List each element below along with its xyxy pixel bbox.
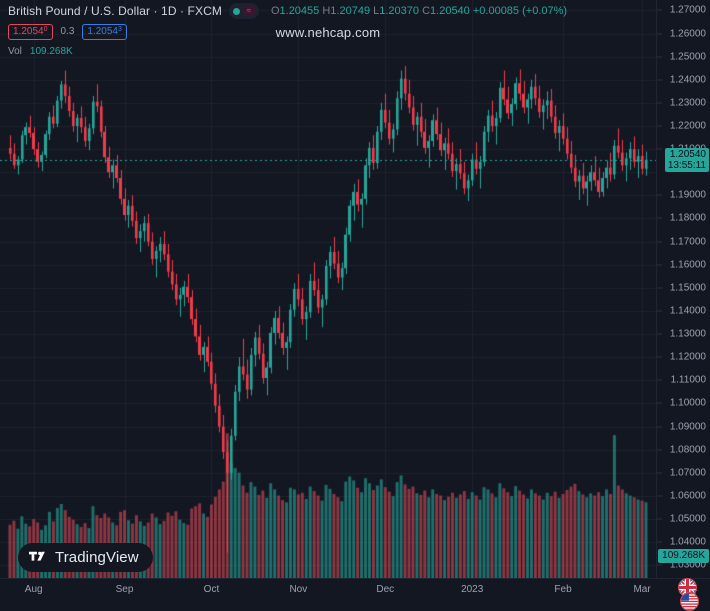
price-axis-label: 1.08000 — [669, 444, 706, 456]
price-axis-tick — [657, 102, 662, 104]
price-axis-tick — [657, 541, 662, 543]
time-axis-label: Oct — [203, 584, 220, 595]
tradingview-logo-text: TradingView — [55, 549, 139, 566]
price-axis-label: 1.23000 — [669, 97, 706, 109]
price-axis-label: 1.06000 — [669, 490, 706, 502]
volume-axis-tag: 109.268K — [658, 549, 709, 563]
time-axis-label: Nov — [289, 584, 308, 595]
price-axis-tick — [657, 564, 662, 566]
price-axis-label: 1.04000 — [669, 536, 706, 548]
tradingview-mark-icon — [29, 551, 45, 561]
price-axis-tick — [657, 287, 662, 289]
price-axis-label: 1.11000 — [670, 374, 706, 386]
price-axis-label: 1.25000 — [669, 51, 706, 63]
price-axis-tick — [657, 264, 662, 266]
price-axis-tick — [657, 449, 662, 451]
price-axis-tick — [657, 148, 662, 150]
price-axis-tick — [657, 379, 662, 381]
price-axis-tick — [657, 241, 662, 243]
price-axis-tick — [657, 333, 662, 335]
chart-plot-area[interactable] — [0, 0, 656, 578]
price-axis-label: 1.16000 — [669, 259, 706, 271]
price-axis-label: 1.17000 — [669, 236, 706, 248]
time-axis-label: Aug — [24, 584, 43, 595]
price-axis-tick — [657, 217, 662, 219]
price-axis-tick — [657, 402, 662, 404]
price-axis-label: 1.22000 — [669, 120, 706, 132]
price-axis-label: 1.24000 — [669, 74, 706, 86]
price-axis-label: 1.14000 — [669, 305, 706, 317]
current-price-time: 13:55:11 — [667, 159, 706, 171]
price-axis-label: 1.13000 — [669, 328, 706, 340]
usd-flag-icon[interactable] — [680, 592, 699, 611]
price-axis-tick — [657, 125, 662, 127]
price-axis-tick — [657, 356, 662, 358]
current-price-value: 1.20540 — [669, 148, 706, 160]
price-axis-tick — [657, 472, 662, 474]
price-axis-tick — [657, 495, 662, 497]
price-axis-label: 1.18000 — [669, 212, 706, 224]
tradingview-logo[interactable]: TradingView — [18, 543, 153, 572]
price-axis-label: 1.19000 — [669, 189, 706, 201]
price-axis-label: 1.09000 — [669, 421, 706, 433]
price-axis[interactable]: 1.20540 13:55:11 109.268K 1.27000 1.26000… — [656, 0, 710, 578]
price-axis-tick — [657, 426, 662, 428]
price-axis-tick — [657, 9, 662, 11]
time-axis[interactable]: Aug Sep Oct Nov Dec 2023 Feb Mar — [0, 578, 710, 600]
price-axis-label: 1.05000 — [669, 513, 706, 525]
price-axis-tick — [657, 194, 662, 196]
price-axis-tick — [657, 56, 662, 58]
price-axis-label: 1.07000 — [669, 467, 706, 479]
time-axis-label: Sep — [115, 584, 134, 595]
price-axis-tick — [657, 310, 662, 312]
price-axis-label: 1.12000 — [669, 351, 706, 363]
current-price-tag: 1.20540 13:55:11 — [664, 147, 709, 172]
time-axis-label: 2023 — [461, 584, 484, 595]
price-axis-tick — [657, 33, 662, 35]
price-axis-label: 1.10000 — [669, 397, 706, 409]
price-axis-label: 1.15000 — [669, 282, 706, 294]
time-axis-label: Dec — [376, 584, 395, 595]
time-axis-label: Mar — [633, 584, 651, 595]
price-axis-tick — [657, 79, 662, 81]
price-axis-tick — [657, 518, 662, 520]
price-axis-label: 1.03000 — [669, 559, 706, 571]
price-axis-label: 1.26000 — [669, 28, 706, 40]
price-axis-label: 1.27000 — [669, 4, 706, 16]
time-axis-label: Feb — [554, 584, 572, 595]
